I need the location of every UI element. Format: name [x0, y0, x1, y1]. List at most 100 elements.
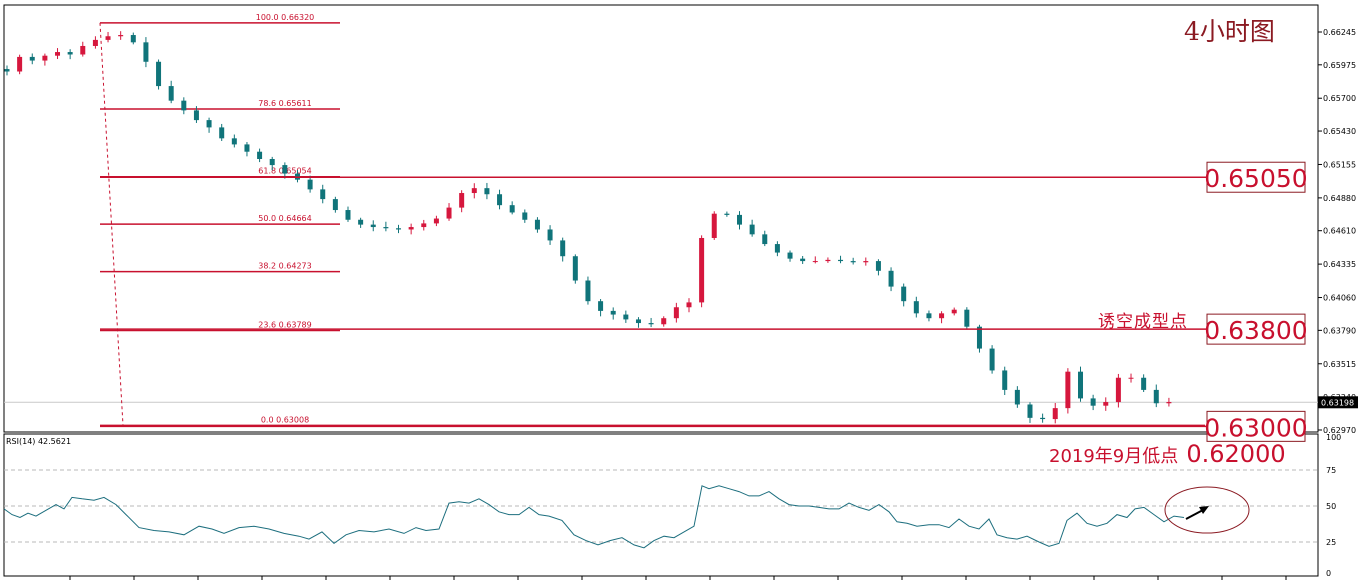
price-tick-label: 0.65430: [1323, 127, 1356, 136]
bearish-candle: [1014, 389, 1020, 405]
bullish-candle: [1166, 402, 1172, 404]
bearish-candle: [547, 229, 553, 241]
bullish-candle: [421, 223, 427, 228]
key-level-value: 0.63800: [1204, 316, 1307, 345]
bullish-candle: [17, 56, 23, 72]
key-level-value: 0.63000: [1204, 413, 1307, 442]
bearish-candle: [888, 270, 894, 287]
bearish-candle: [560, 240, 566, 257]
bearish-candle: [307, 179, 313, 190]
rsi-highlight-ellipse: [1164, 486, 1250, 534]
bullish-candle: [433, 218, 439, 224]
bearish-candle: [244, 144, 250, 152]
fib-level-label: 100.0 0.66320: [256, 13, 315, 22]
fib-anchor-line: [99, 22, 124, 426]
bullish-candle: [92, 39, 98, 46]
bearish-candle: [383, 227, 389, 229]
bullish-candle: [863, 261, 869, 263]
bearish-candle: [181, 100, 187, 111]
bearish-candle: [1090, 398, 1096, 406]
bearish-candle: [219, 127, 225, 139]
bullish-candle: [1115, 377, 1121, 403]
price-tick-label: 0.65975: [1323, 61, 1356, 70]
key-level-value: 0.65050: [1204, 164, 1307, 193]
bullish-candle: [42, 55, 48, 61]
bearish-candle: [774, 244, 780, 253]
price-tick-label: 0.65155: [1323, 160, 1356, 169]
bullish-candle: [951, 309, 957, 314]
bearish-candle: [1002, 370, 1008, 390]
bearish-candle: [1153, 389, 1159, 404]
bullish-candle: [471, 188, 477, 194]
bullish-candle: [118, 35, 124, 37]
fib-level-label: 78.6 0.65611: [258, 99, 311, 108]
bullish-candle: [661, 318, 667, 325]
bearish-candle: [648, 323, 654, 325]
rsi-tick-label: 100: [1326, 433, 1341, 442]
bearish-candle: [4, 69, 10, 72]
price-tick-label: 0.64335: [1323, 260, 1356, 269]
bullish-candle: [408, 227, 414, 230]
bearish-candle: [787, 252, 793, 259]
fib-level-label: 0.0 0.63008: [261, 415, 309, 424]
bearish-candle: [1078, 371, 1084, 399]
fib-level-label: 23.6 0.63789: [258, 320, 311, 329]
bullish-candle: [80, 45, 86, 55]
chart-title: 4小时图: [1184, 17, 1275, 46]
bearish-candle: [257, 151, 263, 159]
bearish-candle: [1141, 377, 1147, 390]
rsi-arrow-head: [1199, 506, 1209, 514]
price-tick-label: 0.65700: [1323, 94, 1356, 103]
price-tick-label: 0.64880: [1323, 194, 1356, 203]
bullish-candle: [1065, 371, 1071, 409]
fib-level-label: 50.0 0.64664: [258, 214, 311, 223]
bullish-candle: [673, 307, 679, 319]
bearish-candle: [749, 224, 755, 235]
fib-level-label: 38.2 0.64273: [258, 262, 311, 271]
bearish-candle: [762, 234, 768, 245]
bearish-candle: [875, 261, 881, 271]
price-tick-label: 0.62970: [1323, 426, 1356, 435]
bearish-candle: [838, 259, 844, 262]
bearish-candle: [193, 110, 199, 121]
bearish-candle: [1040, 417, 1046, 420]
bearish-candle: [29, 56, 35, 61]
bullish-candle: [105, 36, 111, 40]
bull-trap-annotation: 诱空成型点: [1098, 312, 1188, 332]
bearish-candle: [396, 228, 402, 230]
price-tick-label: 0.66245: [1323, 28, 1356, 37]
key-level-box: [1206, 410, 1306, 442]
bearish-candle: [130, 35, 136, 43]
rsi-indicator-label: RSI(14) 42.5621: [6, 437, 72, 446]
bullish-candle: [825, 259, 831, 262]
bearish-candle: [358, 219, 364, 225]
bearish-candle: [635, 319, 641, 324]
bearish-candle: [497, 194, 503, 206]
key-level-box: [1206, 313, 1306, 345]
bullish-candle: [699, 237, 705, 303]
bullish-candle: [686, 302, 692, 308]
bearish-candle: [926, 313, 932, 319]
bearish-candle: [572, 256, 578, 281]
bearish-candle: [800, 258, 806, 262]
bearish-candle: [964, 309, 970, 327]
bearish-candle: [850, 261, 856, 263]
rsi-tick-label: 25: [1326, 538, 1336, 547]
bullish-candle: [939, 313, 945, 319]
bearish-candle: [989, 348, 995, 371]
rsi-tick-label: 0: [1326, 569, 1331, 578]
bearish-candle: [585, 280, 591, 302]
bearish-candle: [598, 301, 604, 311]
bullish-candle: [1128, 377, 1134, 379]
bearish-candle: [168, 86, 174, 101]
bearish-candle: [206, 120, 212, 128]
rsi-line: [3, 485, 1185, 549]
price-tick-label: 0.63515: [1323, 360, 1356, 369]
rsi-arrow-shaft: [1185, 509, 1204, 520]
bearish-candle: [737, 214, 743, 225]
bearish-candle: [509, 205, 515, 213]
bullish-candle: [446, 207, 452, 219]
bearish-candle: [345, 210, 351, 220]
